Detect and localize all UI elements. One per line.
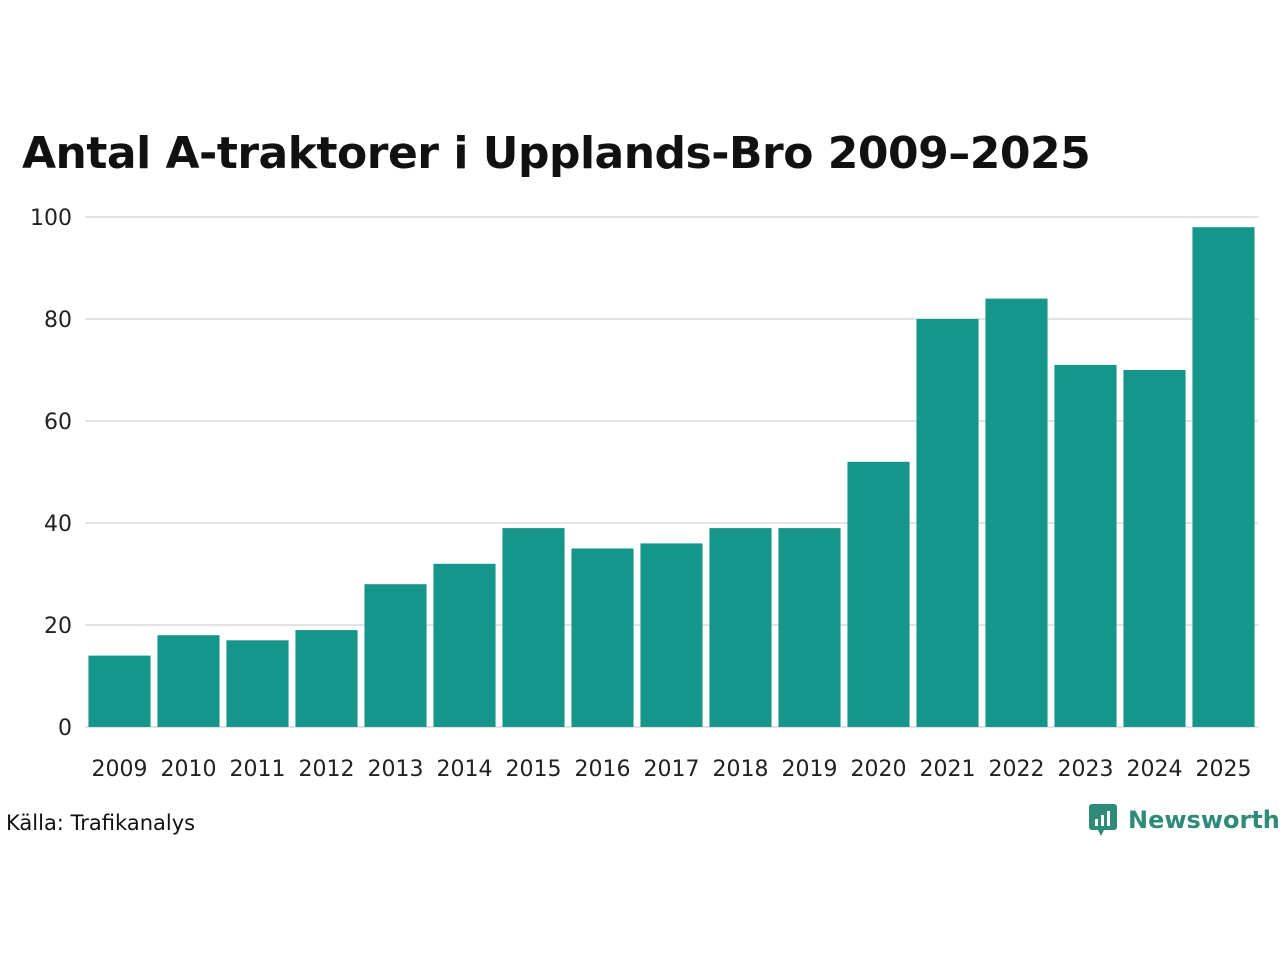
x-tick-label: 2016 xyxy=(575,757,631,782)
bar-2021 xyxy=(916,319,979,727)
y-tick-label: 100 xyxy=(30,206,72,231)
bar-2014 xyxy=(433,563,496,727)
bar-2016 xyxy=(571,548,634,727)
x-tick-label: 2024 xyxy=(1127,757,1183,782)
bars xyxy=(88,227,1255,727)
x-tick-label: 2012 xyxy=(299,757,355,782)
bar-2012 xyxy=(295,630,358,727)
x-tick-label: 2025 xyxy=(1196,757,1252,782)
x-tick-label: 2018 xyxy=(713,757,769,782)
x-tick-label: 2019 xyxy=(782,757,838,782)
bar-2023 xyxy=(1054,364,1117,727)
bar-2013 xyxy=(364,584,427,727)
x-tick-label: 2017 xyxy=(644,757,700,782)
y-tick-label: 80 xyxy=(44,308,72,333)
x-tick-label: 2020 xyxy=(851,757,907,782)
x-tick-label: 2014 xyxy=(437,757,493,782)
bar-2011 xyxy=(226,640,289,727)
y-tick-label: 0 xyxy=(58,716,72,741)
x-tick-label: 2013 xyxy=(368,757,424,782)
x-tick-label: 2022 xyxy=(989,757,1045,782)
brand-logo: Newsworthy xyxy=(1088,803,1280,837)
bar-2025 xyxy=(1192,227,1255,727)
bar-2020 xyxy=(847,461,910,727)
bar-2017 xyxy=(640,543,703,727)
bar-2024 xyxy=(1123,370,1186,727)
x-tick-label: 2023 xyxy=(1058,757,1114,782)
y-axis-ticks: 0 20 40 60 80 100 xyxy=(30,206,72,741)
bar-2009 xyxy=(88,655,151,727)
bar-2018 xyxy=(709,528,772,727)
bar-2015 xyxy=(502,528,565,727)
chart-title: Antal A-traktorer i Upplands-Bro 2009–20… xyxy=(22,128,1091,179)
bar-2010 xyxy=(157,635,220,727)
bar-2022 xyxy=(985,298,1048,727)
x-tick-label: 2010 xyxy=(161,757,217,782)
bar-2019 xyxy=(778,528,841,727)
x-tick-label: 2011 xyxy=(230,757,286,782)
y-tick-label: 60 xyxy=(44,410,72,435)
brand-name: Newsworthy xyxy=(1128,806,1280,834)
x-axis-ticks: 2009 2010 2011 2012 2013 2014 2015 2016 2017 2018… xyxy=(92,757,1252,782)
newsworthy-icon xyxy=(1089,804,1117,836)
x-tick-label: 2015 xyxy=(506,757,562,782)
source-note: Källa: Trafikanalys xyxy=(6,811,196,835)
y-tick-label: 20 xyxy=(44,614,72,639)
x-tick-label: 2009 xyxy=(92,757,148,782)
x-tick-label: 2021 xyxy=(920,757,976,782)
y-tick-label: 40 xyxy=(44,512,72,537)
